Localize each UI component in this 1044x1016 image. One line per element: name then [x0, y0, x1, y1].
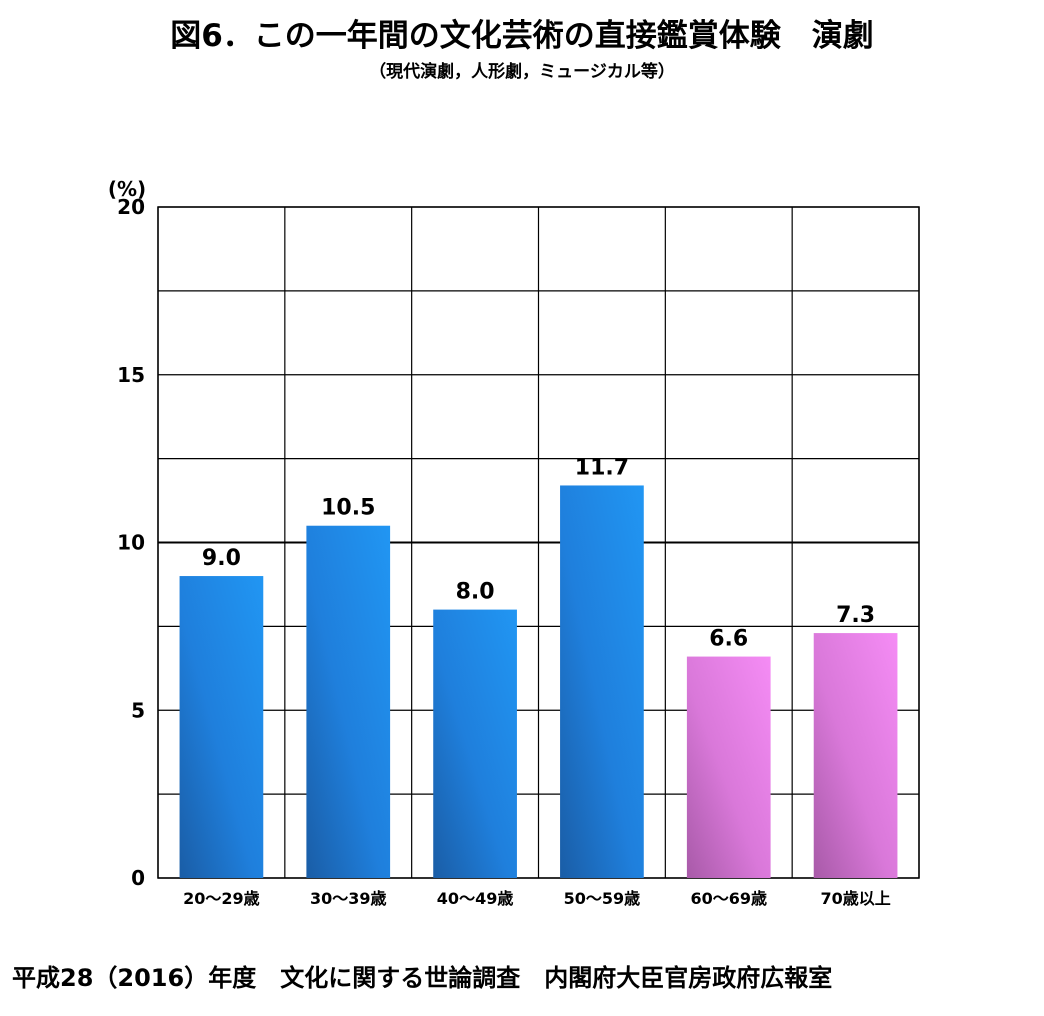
grid [157, 206, 920, 879]
value-label: 8.0 [456, 580, 495, 605]
chart-title: 図6．この一年間の文化芸術の直接鑑賞体験 演劇 [170, 18, 874, 54]
value-label: 10.5 [321, 496, 375, 521]
value-label: 11.7 [575, 455, 629, 480]
category-label: 40～49歳 [437, 889, 514, 908]
bar-chart: (%) 0 5 10 15 20 9.0 10.5 8.0 11.7 6.6 7.3 20～29歳… [108, 177, 920, 908]
y-tick-label: 0 [131, 866, 145, 890]
value-labels: 9.0 10.5 8.0 11.7 6.6 7.3 [202, 455, 875, 651]
y-axis-unit-label: (%) [108, 177, 146, 201]
y-tick-label: 5 [131, 698, 145, 722]
y-tick-label: 20 [117, 195, 145, 219]
y-tick-label: 15 [117, 363, 145, 387]
category-labels: 20～29歳 30～39歳 40～49歳 50～59歳 60～69歳 70歳以上 [183, 889, 891, 908]
category-label: 70歳以上 [820, 889, 890, 908]
bar [179, 576, 264, 878]
value-label: 6.6 [709, 627, 748, 652]
bar [433, 609, 517, 878]
bar [560, 485, 644, 878]
y-tick-label: 10 [117, 531, 145, 555]
category-label: 60～69歳 [690, 889, 767, 908]
plot-border [157, 206, 920, 879]
y-axis: (%) 0 5 10 15 20 [108, 177, 146, 890]
source-note: 平成28（2016）年度 文化に関する世論調査 内閣府大臣官房政府広報室 [12, 964, 833, 992]
category-label: 20～29歳 [183, 889, 260, 908]
value-label: 7.3 [836, 603, 875, 628]
category-label: 30～39歳 [310, 889, 387, 908]
bar [686, 656, 771, 878]
value-label: 9.0 [202, 546, 241, 571]
bars [179, 485, 898, 878]
bar [306, 525, 391, 878]
chart-subtitle: （現代演劇，人形劇，ミュージカル等） [369, 62, 675, 82]
bar [813, 633, 898, 878]
category-label: 50～59歳 [564, 889, 641, 908]
